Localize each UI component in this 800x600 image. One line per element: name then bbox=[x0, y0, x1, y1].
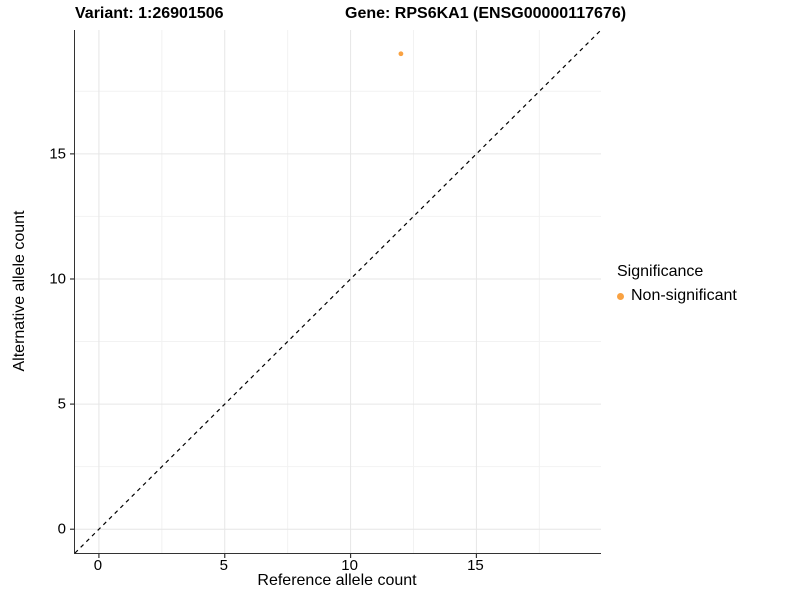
legend-item-label: Non-significant bbox=[631, 287, 737, 304]
legend-title: Significance bbox=[617, 263, 704, 280]
y-axis-title: Alternative allele count bbox=[11, 210, 28, 372]
legend-item-non-significant: Non-significant bbox=[617, 287, 737, 305]
plot-panel bbox=[70, 29, 602, 558]
y-tick-label: 0 bbox=[57, 520, 66, 538]
identity-dashed-line bbox=[74, 29, 602, 554]
y-tick-label: 5 bbox=[57, 395, 66, 413]
variant-title: Variant: 1:26901506 bbox=[75, 5, 224, 22]
data-point bbox=[398, 51, 404, 57]
y-tick-label: 10 bbox=[49, 270, 66, 288]
legend: Significance Non-significant bbox=[617, 263, 737, 305]
plot-svg bbox=[70, 29, 602, 558]
gene-title: Gene: RPS6KA1 (ENSG00000117676) bbox=[345, 5, 627, 22]
y-tick-label: 15 bbox=[49, 145, 66, 163]
legend-point-icon bbox=[617, 292, 624, 300]
x-axis-title: Reference allele count bbox=[257, 572, 417, 589]
